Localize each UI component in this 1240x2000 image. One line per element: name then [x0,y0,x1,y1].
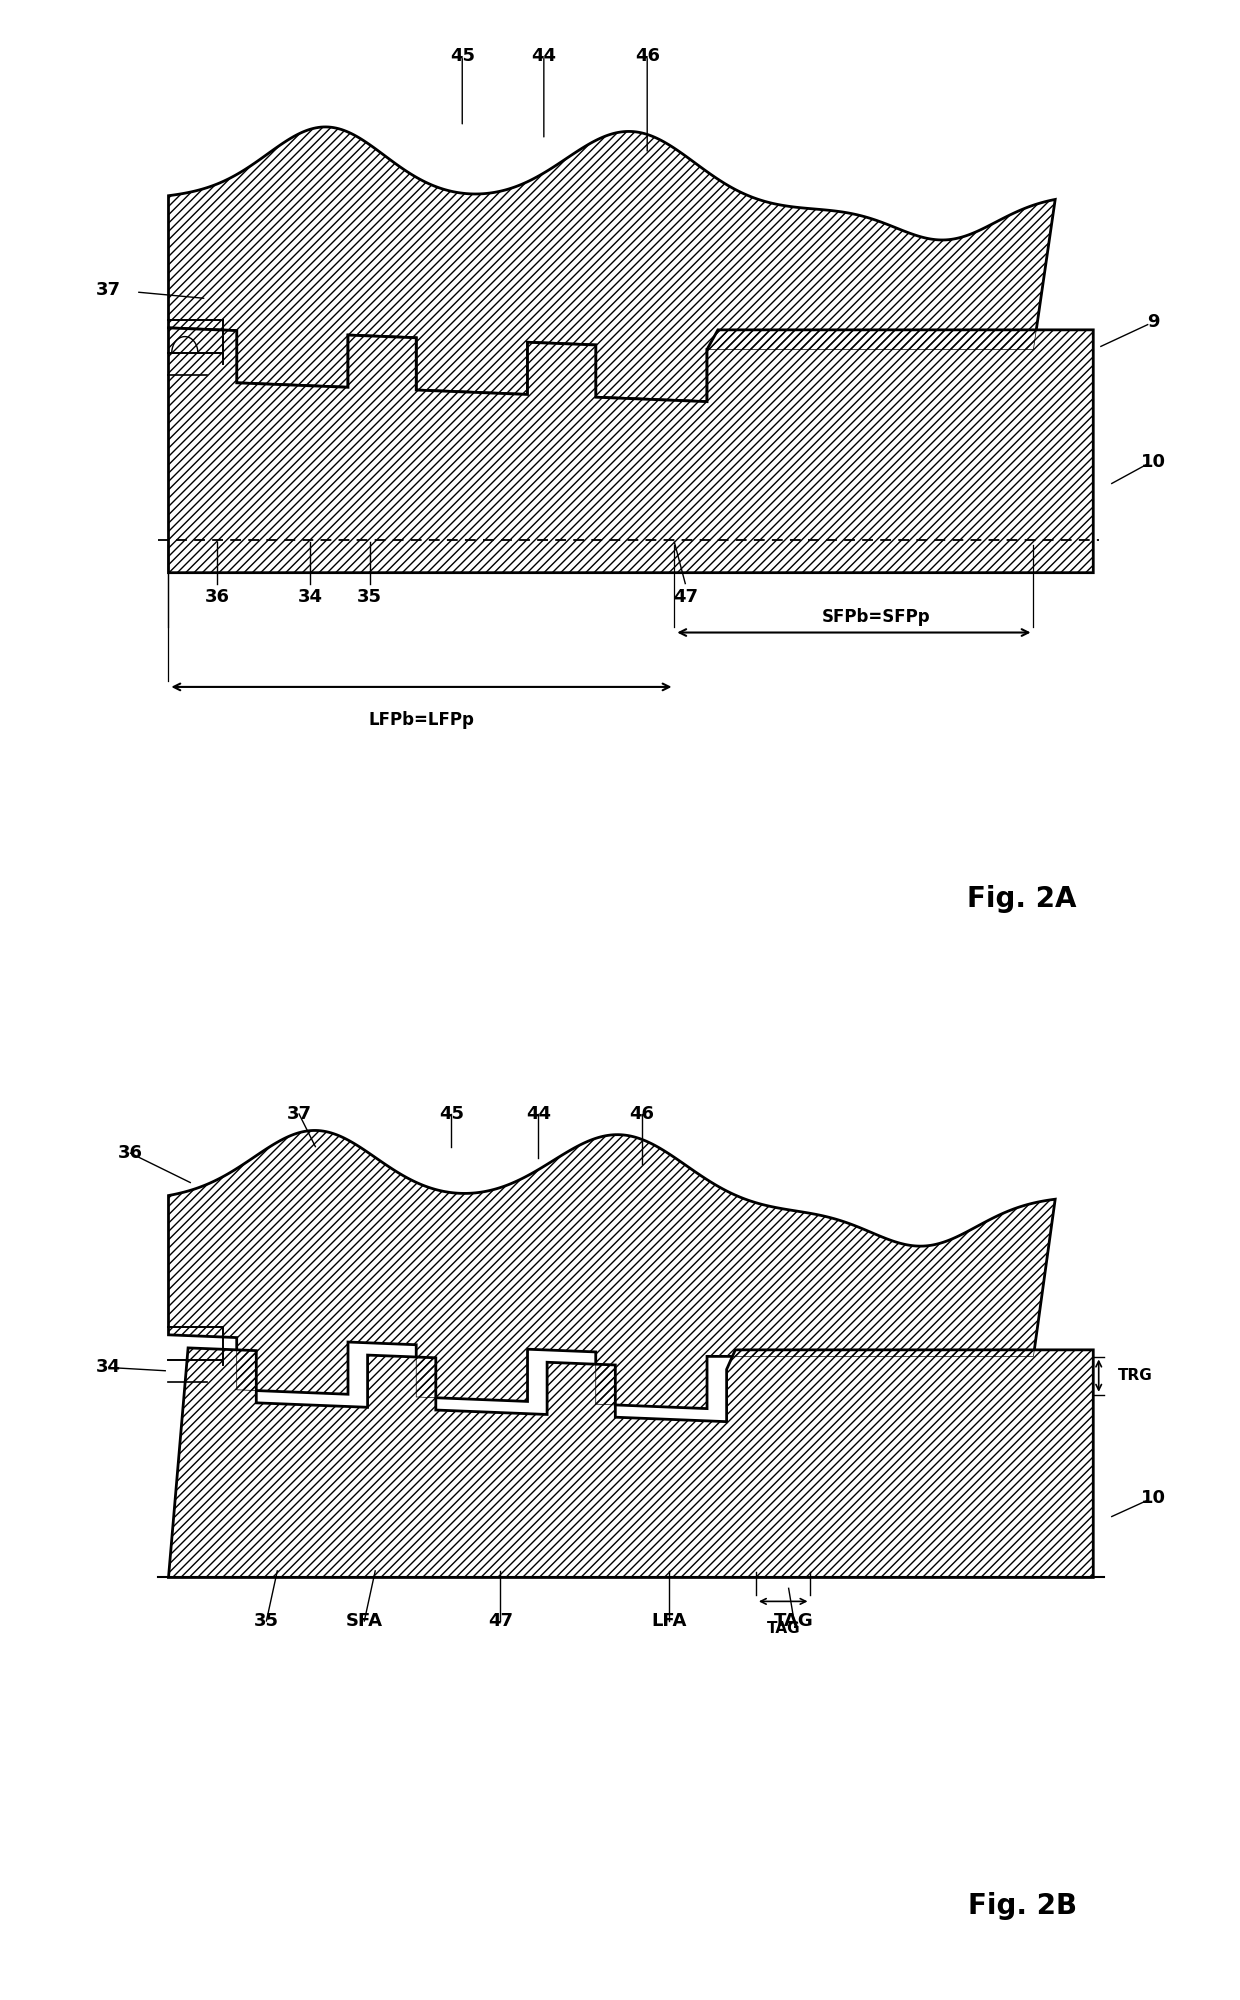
Text: 34: 34 [97,1358,122,1376]
Text: 37: 37 [286,1104,311,1122]
Text: 36: 36 [118,1144,143,1162]
Text: 36: 36 [205,588,229,606]
Text: TAG: TAG [774,1612,813,1630]
Text: TAG: TAG [766,1620,800,1636]
Text: 35: 35 [254,1612,279,1630]
Text: 9: 9 [1147,314,1159,332]
Polygon shape [169,328,1094,572]
Text: 10: 10 [1141,452,1166,470]
Text: SFPb=SFPp: SFPb=SFPp [821,608,930,626]
Text: 44: 44 [532,46,557,64]
Text: Fig. 2A: Fig. 2A [967,886,1078,914]
Text: SFA: SFA [346,1612,383,1630]
Polygon shape [169,126,1055,402]
Text: 47: 47 [487,1612,513,1630]
Text: 44: 44 [526,1104,551,1122]
Text: 35: 35 [357,588,382,606]
Text: 46: 46 [635,46,660,64]
Text: LFPb=LFPp: LFPb=LFPp [368,710,475,728]
Text: 10: 10 [1141,1490,1166,1508]
Text: 47: 47 [673,588,698,606]
Polygon shape [169,1130,1055,1408]
Text: 45: 45 [439,1104,464,1122]
Text: 46: 46 [629,1104,655,1122]
Polygon shape [169,1348,1094,1578]
Text: TRG: TRG [1118,1368,1153,1384]
Text: 45: 45 [450,46,475,64]
Text: LFA: LFA [651,1612,687,1630]
Text: 34: 34 [298,588,322,606]
Text: 37: 37 [97,280,122,298]
Text: Fig. 2B: Fig. 2B [967,1892,1078,1920]
